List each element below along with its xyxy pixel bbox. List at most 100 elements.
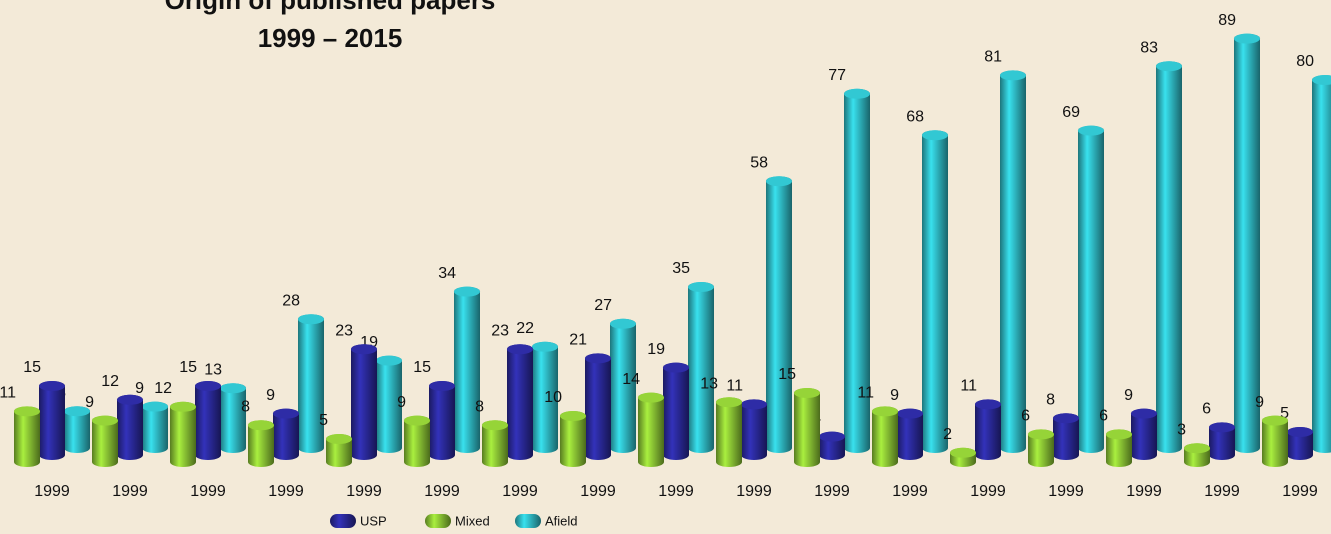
data-label: 6	[1202, 401, 1211, 418]
data-label: 3	[1177, 421, 1186, 438]
x-tick-label: 1999	[34, 483, 70, 500]
data-label: 9	[1124, 387, 1133, 404]
legend-swatch	[330, 514, 356, 528]
data-label: 13	[204, 361, 222, 378]
bar-top	[1234, 33, 1260, 44]
bar-top	[872, 406, 898, 417]
chart-title: Origin of published papers	[165, 0, 496, 15]
data-label: 77	[828, 67, 846, 84]
bar	[351, 344, 377, 460]
bar-top	[454, 286, 480, 297]
bar	[1078, 125, 1104, 453]
data-label: 12	[154, 380, 172, 397]
bar	[507, 344, 533, 460]
bar-top	[351, 344, 377, 355]
legend-swatch	[515, 514, 541, 528]
x-tick-label: 1999	[268, 483, 304, 500]
bar-top	[64, 406, 90, 417]
bar-top	[844, 88, 870, 99]
data-label: 23	[491, 322, 509, 339]
data-label: 23	[335, 322, 353, 339]
bar-top	[532, 341, 558, 352]
bar	[220, 383, 246, 453]
data-label: 6	[1099, 408, 1108, 425]
bar-top	[1262, 415, 1288, 426]
data-label: 9	[135, 380, 144, 397]
data-label: 5	[319, 412, 328, 429]
bar	[1053, 413, 1079, 460]
bar-top	[429, 381, 455, 391]
data-label: 19	[647, 341, 665, 358]
x-tick-label: 1999	[112, 483, 148, 500]
bar	[1262, 415, 1288, 467]
bar-top	[39, 381, 65, 391]
bar-top	[741, 399, 767, 410]
bar	[922, 130, 949, 453]
bar	[872, 406, 898, 467]
bar-top	[326, 434, 352, 444]
bar-top	[1287, 427, 1313, 437]
bar-top	[1312, 75, 1331, 85]
bar-top	[1000, 70, 1026, 81]
bar	[1028, 429, 1054, 467]
bar	[1312, 75, 1331, 453]
data-label: 8	[475, 398, 484, 415]
bar-top	[142, 401, 168, 412]
bar	[1209, 422, 1235, 460]
bar-top	[1184, 443, 1210, 454]
data-label: 8	[241, 398, 250, 415]
x-tick-label: 1999	[1048, 483, 1084, 500]
bar	[794, 388, 820, 467]
x-tick-label: 1999	[814, 483, 850, 500]
x-tick-label: 1999	[502, 483, 538, 500]
data-label: 5	[1280, 405, 1289, 422]
bar	[610, 318, 636, 453]
data-label: 9	[890, 387, 899, 404]
data-label: 69	[1062, 104, 1080, 121]
legend-swatch	[425, 514, 451, 528]
data-label: 15	[413, 359, 431, 376]
bar-top	[716, 397, 742, 408]
bar-top	[1106, 429, 1132, 440]
x-tick-label: 1999	[1204, 483, 1240, 500]
data-label: 35	[672, 260, 690, 277]
bar-top	[897, 408, 923, 419]
bar	[376, 355, 402, 453]
data-label: 15	[179, 359, 197, 376]
bar	[404, 415, 430, 467]
data-label: 34	[438, 265, 456, 282]
x-tick-label: 1999	[736, 483, 772, 500]
data-label: 9	[1255, 394, 1264, 411]
data-label: 11	[960, 378, 977, 395]
data-label: 22	[516, 320, 534, 337]
data-label: 6	[1021, 408, 1030, 425]
bar	[766, 176, 793, 453]
data-label: 9	[85, 394, 94, 411]
bar-top	[117, 394, 143, 405]
bar	[273, 408, 299, 460]
bar	[170, 401, 196, 467]
bar-top	[1078, 125, 1104, 136]
bar-top	[482, 420, 508, 431]
bar-top	[688, 282, 714, 292]
bar-top	[248, 420, 274, 431]
data-label: 10	[544, 389, 562, 406]
bar	[1234, 33, 1260, 453]
bar-top	[376, 355, 402, 366]
bar-top	[195, 381, 221, 391]
bar	[39, 381, 65, 460]
data-label: 2	[943, 426, 952, 443]
x-tick-label: 1999	[424, 483, 460, 500]
data-label: 21	[569, 332, 587, 349]
x-tick-label: 1999	[658, 483, 694, 500]
data-label: 11	[857, 385, 874, 402]
bar	[1000, 70, 1026, 454]
x-tick-label: 1999	[346, 483, 382, 500]
bar-top	[766, 176, 792, 187]
legend: USP Mixed Afield	[330, 513, 578, 528]
data-label: 8	[1046, 391, 1055, 408]
bar	[897, 408, 923, 460]
data-label: 27	[594, 297, 612, 314]
bar	[638, 392, 664, 467]
bar	[844, 88, 870, 454]
